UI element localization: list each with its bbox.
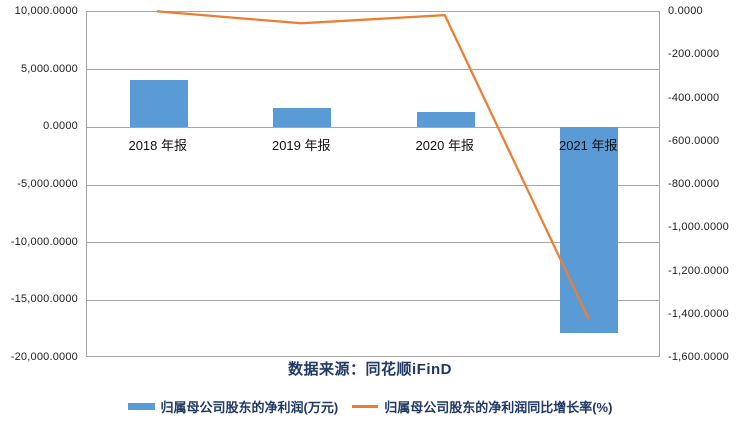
right-axis-tick-label: -400.0000 [668,91,720,104]
category-label: 2021 年报 [558,138,618,153]
right-axis-tick-label: -1,000.0000 [668,221,729,234]
left-axis-tick-label: -20,000.0000 [10,351,78,363]
left-axis-tick-label: -10,000.0000 [10,235,78,248]
bar-2018 [129,80,188,128]
right-axis-tick-label: -600.0000 [668,134,720,147]
left-axis-tick-label: 10,000.0000 [14,5,78,17]
category-label: 2020 年报 [415,138,475,153]
right-axis-tick-label: -200.0000 [668,48,720,61]
bar-2020 [416,111,475,128]
legend-bar-label: 归属母公司股东的净利润(万元) [160,399,339,415]
legend-line-swatch-icon [352,404,379,408]
bar-2021 [560,127,619,334]
left-axis-tick-label: 5,000.0000 [20,62,78,75]
category-label: 2019 年报 [271,138,331,153]
left-axis-tick-label: -15,000.0000 [10,293,78,306]
category-label: 2018 年报 [128,138,188,153]
gridline [87,69,659,71]
right-axis-tick-label: -1,400.0000 [668,307,729,320]
right-axis-tick-label: -800.0000 [668,178,720,190]
left-axis-tick-label: -5,000.0000 [17,178,78,190]
right-axis-tick-label: 0.0000 [668,5,703,17]
legend: 归属母公司股东的净利润(万元) 归属母公司股东的净利润同比增长率(%) [0,394,740,418]
source-note: 数据来源：同花顺iFinD [288,361,452,378]
plot-area [86,11,660,357]
right-axis-tick-label: -1,600.0000 [668,351,729,363]
legend-bar-swatch-icon [127,402,155,410]
right-axis-tick-label: -1,200.0000 [668,264,729,277]
left-axis-tick-label: 0.0000 [43,120,78,133]
bar-2019 [273,108,332,128]
legend-line-label: 归属母公司股东的净利润同比增长率(%) [384,399,613,415]
